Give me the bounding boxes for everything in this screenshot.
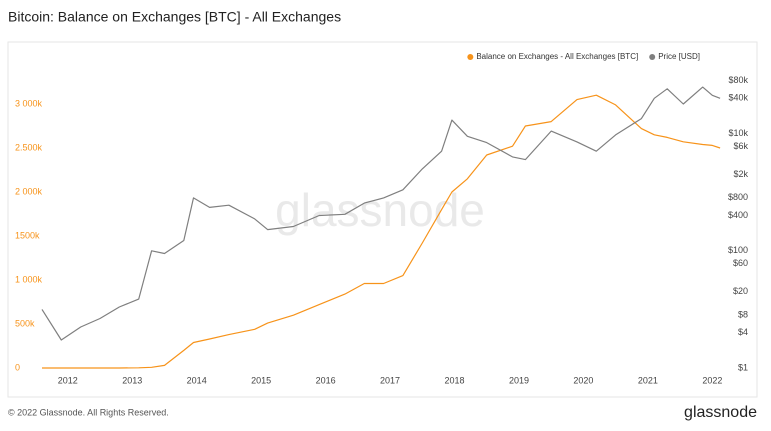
x-tick-label: 2017	[380, 375, 400, 385]
legend-marker	[649, 54, 656, 60]
y-tick-label: 2 000k	[15, 186, 43, 196]
y-tick-label: 0	[15, 362, 20, 372]
y2-tick-label: $1	[738, 362, 748, 372]
series-line	[41, 86, 721, 341]
x-tick-label: 2019	[509, 375, 529, 385]
chart-title: Bitcoin: Balance on Exchanges [BTC] - Al…	[8, 9, 341, 25]
x-tick-label: 2015	[251, 375, 271, 385]
x-tick-label: 2016	[316, 375, 336, 385]
x-tick-label: 2014	[187, 375, 207, 385]
x-tick-label: 2021	[638, 375, 658, 385]
chart-frame	[7, 41, 758, 398]
x-tick-label: 2022	[702, 375, 722, 385]
y2-tick-label: $6k	[733, 141, 748, 151]
y-tick-label: 2.500k	[15, 142, 43, 152]
y2-tick-label: $8	[738, 309, 748, 319]
x-tick-label: 2020	[573, 375, 593, 385]
y2-tick-label: $60	[733, 258, 748, 268]
y2-tick-label: $80k	[728, 75, 748, 85]
x-tick-label: 2013	[122, 375, 142, 385]
y-tick-label: 3 000k	[15, 98, 43, 108]
y-tick-label: 1500k	[15, 230, 40, 240]
x-tick-label: 2018	[444, 375, 464, 385]
legend-label: Balance on Exchanges - All Exchanges [BT…	[476, 52, 638, 61]
watermark: glassnode	[275, 184, 485, 236]
footer: © 2022 Glassnode. All Rights Reserved.	[8, 407, 169, 417]
brand-logo: glassnode	[684, 404, 757, 421]
legend-label: Price [USD]	[658, 52, 700, 61]
y2-tick-label: $10k	[728, 128, 748, 138]
y-tick-label: 500k	[15, 318, 35, 328]
legend-marker	[467, 54, 474, 60]
y-tick-label: 1 000k	[15, 274, 43, 284]
y2-tick-label: $2k	[733, 169, 748, 179]
y2-tick-label: $800	[728, 192, 748, 202]
series-line	[42, 94, 721, 369]
y2-tick-label: $100	[728, 245, 748, 255]
y2-tick-label: $400	[728, 210, 748, 220]
y2-tick-label: $40k	[728, 93, 748, 103]
y2-tick-label: $20	[733, 286, 748, 296]
y2-tick-label: $4	[738, 327, 748, 337]
x-tick-label: 2012	[58, 375, 78, 385]
